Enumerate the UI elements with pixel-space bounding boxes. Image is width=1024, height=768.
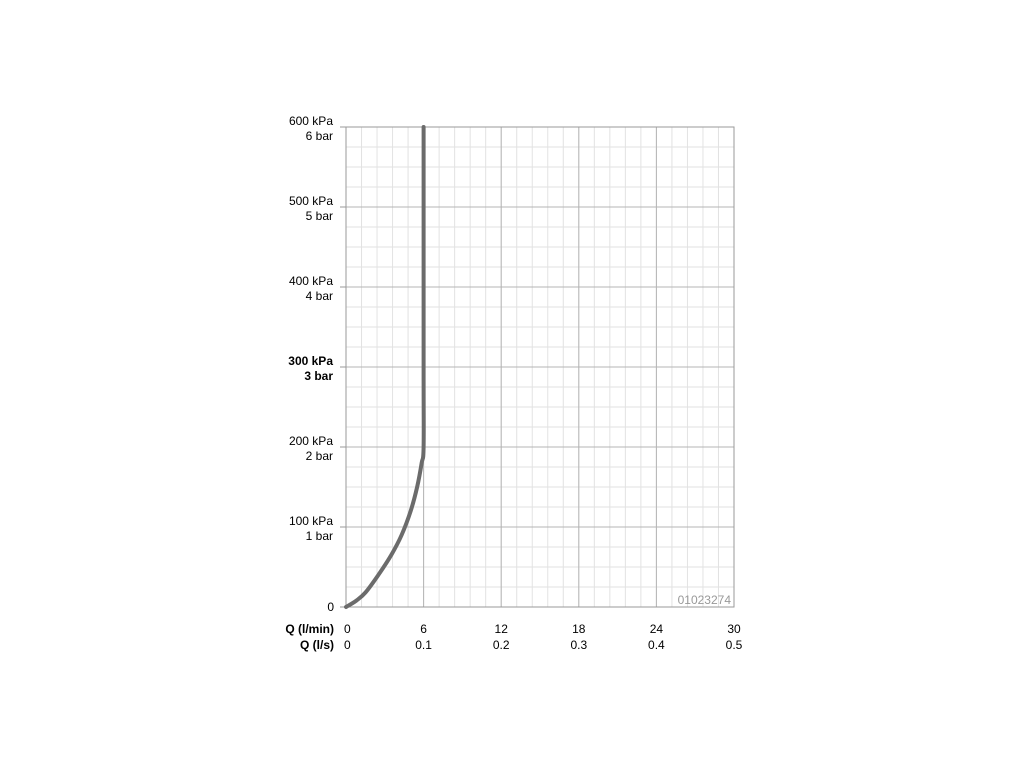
y-tick-label: 300 kPa [288,354,333,368]
x-tick-label: 18 [572,622,586,636]
x-axis-tick-labels: Q (l/min) 0 6 12 18 24 30 Q (l/s) 0 0.1 0.2 0.3 0.4 0… [285,622,742,652]
y-tick-label: 5 bar [306,209,333,223]
y-tick-label: 3 bar [304,369,333,383]
x-tick-label: 0.3 [570,638,587,652]
x-tick-label: 12 [495,622,509,636]
x-tick-label: 6 [420,622,427,636]
y-tick-label: 1 bar [306,529,333,543]
x-tick-label: 0.2 [493,638,510,652]
x-axis-row-label: Q (l/s) [300,638,334,652]
y-tick-label: 6 bar [306,129,333,143]
y-tick-label: 400 kPa [289,274,333,288]
major-grid [340,126,734,608]
x-tick-label: 0 [344,638,351,652]
series-layer [344,125,426,609]
x-tick-label: 0.4 [648,638,665,652]
y-tick-label: 4 bar [306,289,333,303]
x-tick-label: 0.5 [726,638,743,652]
y-tick-label: 500 kPa [289,194,333,208]
chart-code-label: 01023274 [678,593,732,607]
y-tick-label: 0 [327,600,334,614]
x-axis-row-label: Q (l/min) [285,622,334,636]
y-tick-label: 600 kPa [289,114,333,128]
y-tick-label: 2 bar [306,449,333,463]
x-tick-label: 30 [727,622,741,636]
x-tick-label: 0.1 [415,638,432,652]
plot-frame [345,126,735,608]
y-tick-label: 100 kPa [289,514,333,528]
series-line [344,125,426,609]
y-tick-label: 200 kPa [289,434,333,448]
x-tick-label: 24 [650,622,664,636]
x-tick-label: 0 [344,622,351,636]
